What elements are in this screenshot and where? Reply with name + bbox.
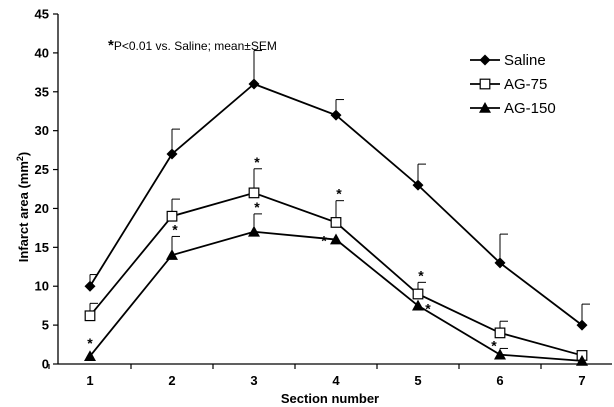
series-line-ag-150 [89,230,583,362]
y-tick-label: 15 [35,240,49,255]
point-saline [166,148,178,160]
y-tick-label: 45 [35,7,49,22]
y-tick-label: 35 [35,84,49,99]
y-axis-title: Infarct area (mm2) [15,152,31,263]
legend: Saline AG-75 AG-150 [470,52,556,117]
point-ag-150 [248,225,260,237]
point-ag-150 [330,233,342,245]
point-ag-150 [166,249,178,260]
legend-marker-ag-75 [479,78,491,90]
error-bars [89,50,590,355]
point-saline [412,179,424,191]
significance-star-ag-150: * [425,301,431,317]
significance-star-ag-75: * [418,267,424,283]
point-ag-150 [84,350,96,362]
x-tick-label: 5 [414,373,421,388]
x-tick-label: 1 [86,373,93,388]
y-tick-label: 5 [42,318,49,333]
y-tick-label: 10 [35,279,49,294]
point-ag-150 [576,354,588,366]
point-saline [84,280,96,292]
significance-star-ag-150: * [87,335,93,351]
point-ag-75 [330,217,342,228]
x-tick-label: 3 [250,373,257,388]
x-tick-label: 6 [496,373,503,388]
point-saline [494,257,506,269]
y-tick-label: 25 [35,162,49,177]
legend-marker-saline [479,54,491,66]
point-ag-75 [166,210,178,222]
point-saline [248,78,260,90]
significance-annotation: *P<0.01 vs. Saline; mean±SEM [108,37,277,54]
point-ag-75 [494,327,506,339]
point-ag-75 [412,288,424,300]
y-tick-label: 20 [35,201,49,216]
x-axis-title: Section number [281,391,379,406]
point-ag-75 [84,310,96,322]
x-tick-label: 7 [578,373,585,388]
legend-label-ag-75: AG-75 [504,76,547,93]
point-ag-75 [248,187,260,199]
significance-star-ag-150: * [491,338,497,354]
legend-label-ag-150: AG-150 [504,100,556,117]
significance-star-ag-150: * [254,199,260,215]
significance-star-ag-75: * [254,154,260,170]
y-tick-label: 30 [35,123,49,138]
significance-markers: * * * * * * * * * [87,154,497,354]
legend-label-saline: Saline [504,52,546,69]
significance-star-ag-150: * [172,221,178,237]
point-saline [576,319,588,331]
x-tick-label: 2 [168,373,175,388]
point-saline [330,109,342,121]
significance-star-ag-75: * [336,186,342,202]
y-tick-label: 0 [42,357,49,372]
y-tick-label: 40 [35,45,49,60]
axes [48,13,612,369]
point-ag-150 [494,348,506,360]
legend-marker-ag-150 [479,102,491,113]
significance-star-ag-150: * [321,233,327,249]
series-markers [84,78,588,366]
x-tick-label: 4 [332,373,340,388]
point-ag-150 [412,299,424,311]
